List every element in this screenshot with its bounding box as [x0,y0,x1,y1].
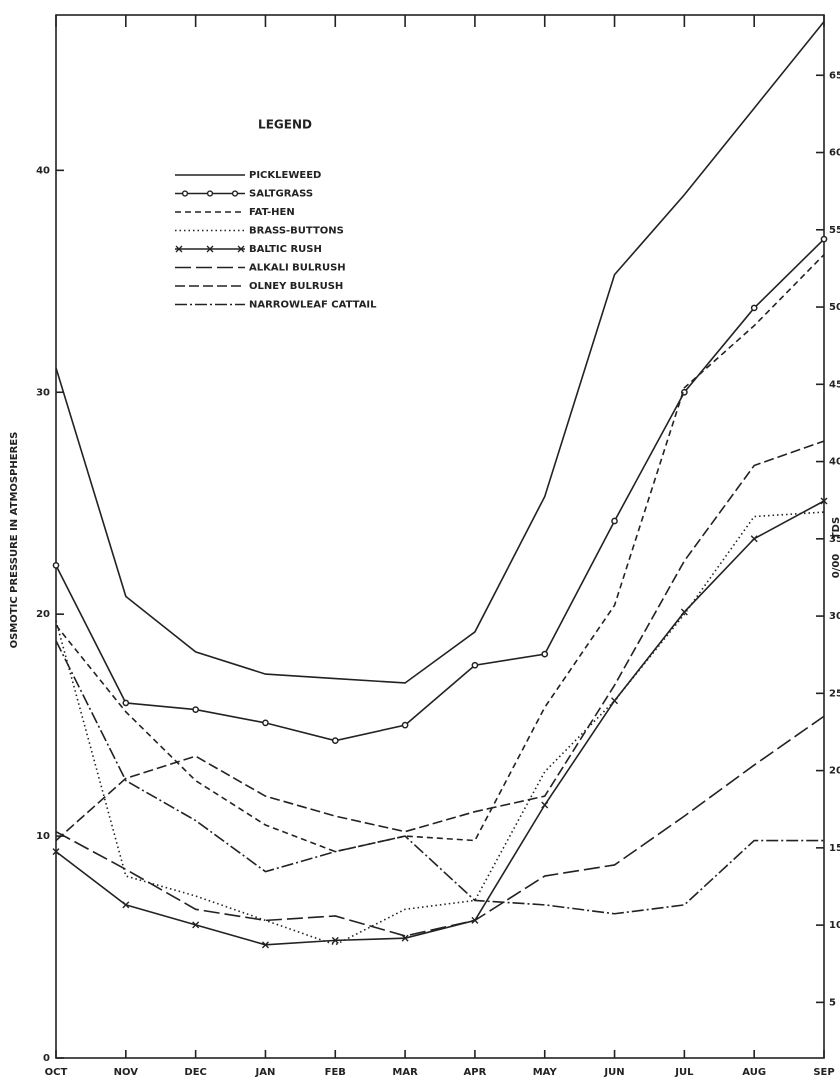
series-line [55,500,825,946]
y2-axis-label: TDS [831,517,840,539]
series-line [55,511,825,946]
x-tick-label: AUG [742,1067,766,1078]
legend-label: ALKALI BULRUSH [249,263,346,274]
legend-marker [181,190,189,197]
x-tick-label: MAR [392,1067,418,1078]
legend-marker [206,190,214,197]
series-marker [611,697,619,705]
x-tick-label: SEP [813,1067,834,1078]
y2-tick-label: 35 [829,534,840,545]
x-tick-label: JUN [603,1067,624,1078]
series-marker [401,721,409,729]
y-tick-label: 0 [43,1053,50,1064]
series-marker [262,719,269,727]
legend-label: PICKLEWEED [249,170,321,181]
series-marker [541,650,549,658]
y2-tick-label: 5 [829,997,836,1008]
series-line [55,254,825,853]
y-axis-label: OSMOTIC PRESSURE IN ATMOSPHERES [9,432,20,649]
series-marker [331,737,339,745]
legend-label: SALTGRASS [249,189,313,200]
series-marker [611,517,618,525]
y2-tick-label: 15 [829,843,840,854]
series-marker [122,901,130,909]
y-tick-label: 20 [36,609,50,620]
series-line [55,238,825,742]
y2-tick-label: 55 [829,225,840,236]
y2-axis-unit: 0/00 [831,554,840,579]
series-marker [192,706,199,713]
series-marker [541,801,549,809]
series-marker [192,921,200,929]
series-marker [331,936,339,944]
y2-tick-label: 20 [829,766,840,777]
y2-tick-label: 40 [829,457,840,468]
series-marker [52,848,60,856]
y2-tick-label: 25 [829,688,840,699]
legend-marker [175,245,183,253]
y2-tick-label: 65 [829,70,840,81]
series-marker [680,608,688,616]
series-marker [750,535,758,543]
y2-tick-label: 60 [829,148,840,159]
legend-marker [206,245,214,253]
legend-label: OLNEY BULRUSH [249,281,343,292]
y2-tick-label: 10 [829,920,840,931]
legend-label: BRASS-BUTTONS [249,226,344,237]
series-line [55,440,825,842]
y-tick-label: 40 [36,165,50,176]
series-marker [750,304,758,312]
legend-label: BALTIC RUSH [249,244,322,255]
series-line [55,640,824,915]
legend-label: NARROWLEAF CATTAIL [249,300,377,311]
legend-title: LEGEND [258,118,312,132]
x-tick-label: APR [464,1067,487,1078]
x-tick-label: OCT [45,1067,68,1078]
x-tick-label: MAY [533,1067,558,1078]
series-marker [52,561,60,569]
series-line [55,715,825,937]
legend-label: FAT-HEN [249,207,295,218]
x-tick-label: NOV [114,1067,139,1078]
x-tick-label: DEC [184,1067,206,1078]
x-tick-label: JAN [255,1067,276,1078]
y-tick-label: 10 [36,831,50,842]
y2-tick-label: 45 [829,379,840,390]
y-tick-label: 30 [36,387,50,398]
x-tick-label: FEB [325,1067,346,1078]
series-marker [471,661,479,669]
plot-frame [55,14,825,1059]
y2-tick-label: 30 [829,611,840,622]
legend-marker [237,245,245,253]
series-line [55,21,825,684]
series-marker [820,497,828,505]
y2-tick-label: 50 [829,302,840,313]
series-marker [122,699,130,707]
series-marker [820,235,828,243]
x-tick-label: JUL [674,1067,694,1078]
series-marker [261,941,269,949]
legend-marker [231,190,239,197]
